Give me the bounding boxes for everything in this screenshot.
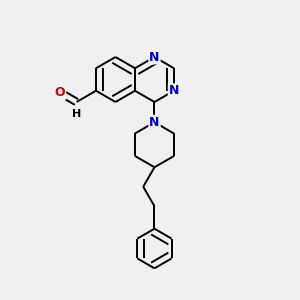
Text: O: O [55, 86, 65, 99]
Text: N: N [149, 116, 160, 129]
Text: H: H [72, 110, 81, 119]
Text: N: N [149, 50, 160, 64]
Text: N: N [169, 84, 179, 97]
